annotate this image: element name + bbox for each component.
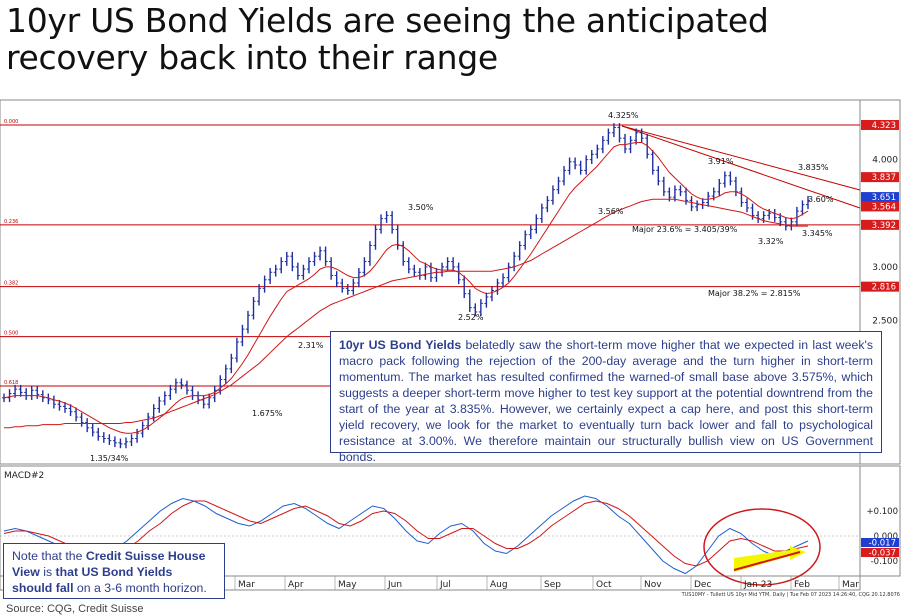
price-annotation-13: 1.35/34% bbox=[90, 454, 129, 463]
x-tick-label-5: Aug bbox=[490, 580, 508, 590]
x-tick-label-6: Sep bbox=[544, 580, 561, 590]
badge-bg-1 bbox=[861, 172, 899, 183]
x-tick-label-1: Apr bbox=[288, 580, 304, 590]
x-tick-label-0: Mar bbox=[238, 580, 255, 590]
macd-line bbox=[3, 495, 809, 575]
macd-badges: -0.017-0.037 bbox=[861, 538, 899, 559]
y-tick-label-0: 4.000 bbox=[872, 156, 898, 166]
level-label-1: 0.236 bbox=[4, 219, 18, 225]
price-annotation-0: 4.325% bbox=[608, 111, 639, 120]
price-annotation-1: 3.91% bbox=[708, 157, 734, 166]
x-tick-label-8: Nov bbox=[644, 580, 662, 590]
macd-badge-label-0: -0.017 bbox=[869, 539, 896, 549]
note-pre: Note that the bbox=[12, 549, 86, 563]
badge-label-2: 3.651 bbox=[872, 193, 896, 203]
level-label-0: 0.000 bbox=[4, 119, 18, 125]
commentary-lead: 10yr US Bond Yields bbox=[339, 338, 462, 352]
macd-axis-strip bbox=[859, 465, 901, 577]
chart-frame: 0.000 0.236 0.382 0.500 0.618 4.000 3.000 2.50… bbox=[0, 98, 904, 598]
macd-arrow-line bbox=[733, 551, 801, 571]
price-annotations: 4.325% 3.91% 3.835% 3.60% 3.56% 3.50% Major 23… bbox=[90, 111, 834, 463]
price-annotation-7: 3.32% bbox=[758, 237, 784, 246]
y-tick-label-2: 2.500 bbox=[872, 317, 898, 327]
source-text: Source: CQG, Credit Suisse bbox=[6, 603, 144, 615]
macd-y-ticks: +0.100 0.000 -0.100 bbox=[867, 507, 898, 567]
price-annotation-3: 3.60% bbox=[808, 195, 834, 204]
downtrend-line bbox=[621, 125, 861, 191]
badge-bg-5 bbox=[861, 281, 899, 292]
badge-bg-4 bbox=[861, 219, 899, 230]
ma-fast-line bbox=[3, 142, 809, 434]
date-x-ticks: Mar Apr May Jun Jul Aug Sep Oct Nov Dec Jan 23 Feb M… bbox=[234, 576, 859, 590]
badge-bg-3 bbox=[861, 201, 899, 212]
price-chart: 0.000 0.236 0.382 0.500 0.618 4.000 3.000 2.50… bbox=[0, 99, 901, 598]
price-annotation-2: 3.835% bbox=[798, 163, 829, 172]
macd-highlight-ellipse bbox=[703, 508, 821, 586]
price-annotation-12: 1.675% bbox=[252, 409, 283, 418]
macd-y-tick-0: +0.100 bbox=[867, 507, 898, 517]
page-title: 10yr US Bond Yields are seeing the antic… bbox=[6, 2, 769, 76]
macd-badge-bg-1 bbox=[861, 548, 899, 557]
downtrend-line-2 bbox=[621, 125, 861, 209]
x-tick-label-12: Mar bbox=[842, 580, 859, 590]
ma-slow-line bbox=[4, 198, 808, 429]
badge-label-5: 2.816 bbox=[872, 283, 896, 293]
note-post: on a 3-6 month horizon. bbox=[73, 581, 207, 595]
house-view-note: Note that the Credit Suisse House View i… bbox=[3, 543, 225, 599]
title-line-1: 10yr US Bond Yields are seeing the antic… bbox=[6, 1, 769, 40]
footer-stamp: TUS10MY - Tullett US 10yr Mid YTM, Daily… bbox=[681, 592, 900, 598]
badge-bg-0 bbox=[861, 119, 899, 130]
price-annotation-6: Major 23.6% = 3.405/39% bbox=[632, 225, 738, 234]
x-tick-label-2: May bbox=[338, 580, 357, 590]
note-mid: is bbox=[39, 565, 56, 579]
price-annotation-10: 2.52% bbox=[458, 313, 484, 322]
x-tick-label-9: Dec bbox=[694, 580, 711, 590]
commentary-body: belatedly saw the short-term move higher… bbox=[339, 338, 873, 464]
badge-label-3: 3.564 bbox=[872, 202, 896, 212]
badge-label-0: 4.323 bbox=[872, 121, 896, 131]
badge-label-4: 3.392 bbox=[872, 221, 896, 231]
price-annotation-5: 3.50% bbox=[408, 203, 434, 212]
macd-badge-label-1: -0.037 bbox=[869, 549, 896, 559]
title-line-2: recovery back into their range bbox=[6, 38, 498, 77]
badge-label-1: 3.837 bbox=[872, 173, 896, 183]
level-label-3: 0.500 bbox=[4, 331, 18, 337]
macd-y-tick-1: 0.000 bbox=[874, 532, 898, 542]
note-bold-1: Credit Suisse House View bbox=[12, 549, 206, 579]
x-tick-label-10: Jan 23 bbox=[743, 580, 772, 590]
x-tick-label-4: Jul bbox=[439, 580, 451, 590]
level-label-4: 0.618 bbox=[4, 380, 18, 386]
x-tick-label-11: Feb bbox=[794, 580, 810, 590]
price-annotation-4: 3.56% bbox=[598, 207, 624, 216]
macd-y-tick-2: -0.100 bbox=[871, 557, 898, 567]
price-annotation-8: 3.345% bbox=[802, 229, 833, 238]
note-bold-2: that US Bond Yields should fall bbox=[12, 565, 173, 595]
x-tick-label-3: Jun bbox=[387, 580, 402, 590]
y-tick-label-1: 3.000 bbox=[872, 263, 898, 273]
badge-bg-2 bbox=[861, 192, 899, 203]
macd-label: MACD#2 bbox=[4, 471, 44, 481]
level-label-2: 0.382 bbox=[4, 281, 18, 287]
macd-signal-line bbox=[3, 500, 809, 567]
commentary-box: 10yr US Bond Yields belatedly saw the sh… bbox=[330, 331, 882, 464]
price-annotation-9: Major 38.2% = 2.815% bbox=[708, 289, 801, 298]
x-tick-label-7: Oct bbox=[596, 580, 612, 590]
price-y-ticks: 4.000 3.000 2.500 bbox=[872, 156, 898, 327]
price-annotation-11: 2.31% bbox=[298, 341, 324, 350]
macd-badge-bg-0 bbox=[861, 538, 899, 547]
